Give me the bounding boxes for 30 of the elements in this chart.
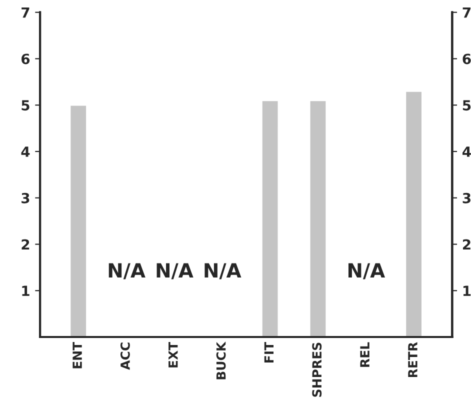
y-tick-label: 2 <box>22 239 30 250</box>
x-tick-label: ENT <box>72 342 82 368</box>
annotation: N/A <box>156 263 194 280</box>
y2-tick-label: 6 <box>462 54 471 64</box>
y2-tick-label: 1 <box>463 286 471 296</box>
x-tick-label: BUCK <box>216 342 226 380</box>
bar <box>69 104 88 338</box>
y-tick-label: 1 <box>22 286 30 296</box>
x-tick-label: REL <box>360 342 370 367</box>
y2-tick-label: 4 <box>462 146 471 157</box>
y2-tick-label: 7 <box>462 7 470 18</box>
y2-tick-label: 2 <box>462 239 470 250</box>
x-tick-label: RETR <box>408 342 418 378</box>
annotation: N/A <box>348 263 386 280</box>
annotation: N/A <box>108 263 146 280</box>
y-tick-label: 7 <box>22 7 30 18</box>
bar <box>308 100 328 338</box>
y-tick-label: 6 <box>22 54 30 64</box>
y2-tick-label: 3 <box>462 192 470 204</box>
x-tick-label: ACC <box>120 342 130 370</box>
x-tick-label: EXT <box>168 342 178 368</box>
x-tick-label: SHPRES <box>312 342 322 397</box>
y-tick-label: 3 <box>22 192 30 204</box>
x-tick-label: FIT <box>264 342 274 362</box>
annotation: N/A <box>204 263 242 280</box>
y2-tick-label: 5 <box>462 100 471 111</box>
bar <box>260 100 280 338</box>
y-tick-label: 5 <box>22 100 30 111</box>
y-tick-label: 4 <box>21 146 30 157</box>
bar <box>404 90 423 338</box>
